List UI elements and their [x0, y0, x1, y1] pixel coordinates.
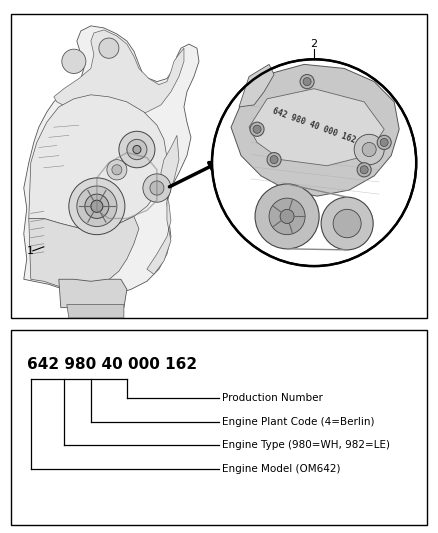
Polygon shape [29, 216, 139, 289]
Circle shape [333, 209, 361, 238]
Circle shape [354, 134, 384, 165]
Circle shape [267, 152, 281, 167]
Circle shape [255, 184, 319, 249]
Circle shape [360, 166, 368, 174]
Polygon shape [54, 30, 184, 119]
Circle shape [150, 181, 164, 195]
Circle shape [143, 174, 171, 202]
Circle shape [250, 122, 264, 136]
Circle shape [62, 49, 86, 74]
Circle shape [99, 38, 119, 58]
Circle shape [362, 142, 376, 157]
Circle shape [303, 78, 311, 86]
Circle shape [270, 156, 278, 164]
Text: 1: 1 [27, 246, 34, 256]
Text: Engine Type (980=WH, 982=LE): Engine Type (980=WH, 982=LE) [222, 440, 390, 450]
Polygon shape [59, 279, 127, 308]
Circle shape [91, 200, 103, 212]
Text: 642 980 40 000 162: 642 980 40 000 162 [27, 357, 197, 372]
Circle shape [107, 160, 127, 180]
Text: 2: 2 [311, 39, 318, 49]
Circle shape [85, 194, 109, 219]
Text: Production Number: Production Number [222, 393, 323, 403]
Text: Engine Model (OM642): Engine Model (OM642) [222, 464, 340, 474]
Polygon shape [147, 135, 179, 274]
Circle shape [69, 178, 125, 235]
Circle shape [112, 165, 122, 175]
Circle shape [377, 135, 391, 150]
Polygon shape [231, 64, 399, 196]
Polygon shape [239, 64, 274, 107]
Circle shape [212, 59, 416, 266]
Circle shape [133, 146, 141, 154]
Text: Engine Plant Code (4=Berlin): Engine Plant Code (4=Berlin) [222, 417, 374, 426]
Circle shape [269, 198, 305, 235]
Polygon shape [24, 26, 199, 297]
Circle shape [280, 209, 294, 223]
Circle shape [357, 163, 371, 177]
Circle shape [253, 125, 261, 133]
Text: 642 980 40 000 162: 642 980 40 000 162 [271, 106, 357, 144]
Circle shape [321, 197, 373, 250]
Circle shape [127, 140, 147, 160]
Polygon shape [249, 88, 384, 166]
Circle shape [77, 186, 117, 227]
Circle shape [380, 139, 388, 147]
Circle shape [119, 131, 155, 168]
Polygon shape [29, 95, 167, 229]
Polygon shape [67, 304, 124, 318]
Circle shape [300, 75, 314, 88]
